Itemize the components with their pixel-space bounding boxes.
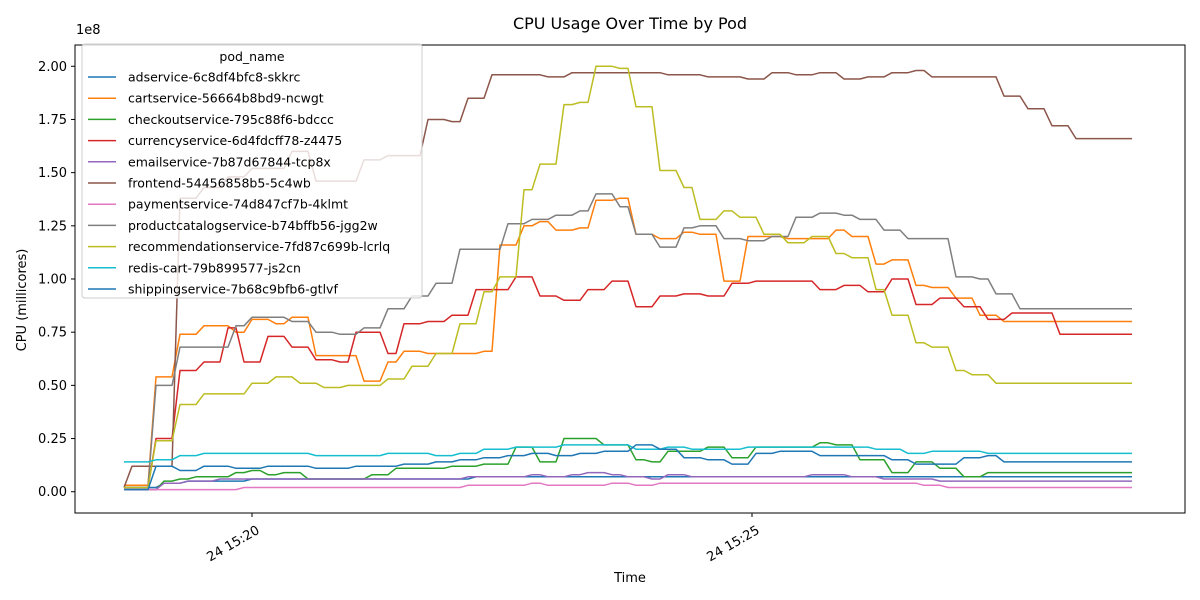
series-line-9 xyxy=(124,444,1132,463)
legend-entry: paymentservice-74d847cf7b-4klmt xyxy=(128,197,348,212)
legend-entry: productcatalogservice-b74bffb56-jgg2w xyxy=(128,218,378,233)
series-line-4 xyxy=(124,471,1132,491)
series-line-3 xyxy=(124,276,1132,489)
y-tick-label: 1.75 xyxy=(38,113,67,128)
legend-entry: checkoutservice-795c88f6-bdccc xyxy=(128,112,334,127)
x-axis-label: Time xyxy=(613,571,646,586)
y-tick-label: 0.00 xyxy=(38,485,67,500)
legend-entry: adservice-6c8df4bfc8-skkrc xyxy=(128,70,300,85)
y-tick-label: 0.50 xyxy=(38,379,67,394)
series-line-10 xyxy=(124,444,1132,491)
legend-entry: shippingservice-7b68c9bfb6-gtlvf xyxy=(128,282,338,297)
series-line-6 xyxy=(124,482,1132,491)
legend-title: pod_name xyxy=(219,49,285,64)
y-offset-label: 1e8 xyxy=(76,23,101,38)
y-tick-label: 1.25 xyxy=(38,219,67,234)
series-line-1 xyxy=(124,197,1132,487)
legend-entry: cartservice-56664b8bd9-ncwgt xyxy=(128,91,324,106)
y-tick-label: 1.50 xyxy=(38,166,67,181)
y-axis: 0.00 0.25 0.50 0.75 1.00 1.25 1.50 1.75 2.00 xyxy=(38,60,75,500)
legend-entry: currencyservice-6d4fdcff78-z4475 xyxy=(128,133,342,148)
plot-area xyxy=(74,44,1186,514)
series-line-7 xyxy=(124,193,1132,489)
chart-title: CPU Usage Over Time by Pod xyxy=(513,14,747,33)
legend-entry: frontend-54456858b5-5c4wb xyxy=(128,176,311,191)
y-axis-label: CPU (millicores) xyxy=(15,249,30,352)
y-tick-label: 1.00 xyxy=(38,273,67,288)
y-tick-label: 0.25 xyxy=(38,432,67,447)
legend-entry: redis-cart-79b899577-js2cn xyxy=(128,260,301,275)
legend-entry: recommendationservice-7fd87c699b-lcrlq xyxy=(128,239,390,254)
legend: pod_name adservice-6c8df4bfc8-skkrc carts… xyxy=(81,43,423,299)
legend-entry: emailservice-7b87d67844-tcp8x xyxy=(128,154,331,169)
legend-box xyxy=(81,43,423,299)
y-tick-label: 0.75 xyxy=(38,326,67,341)
series-line-8 xyxy=(124,65,1132,489)
y-tick-label: 2.00 xyxy=(38,60,67,75)
